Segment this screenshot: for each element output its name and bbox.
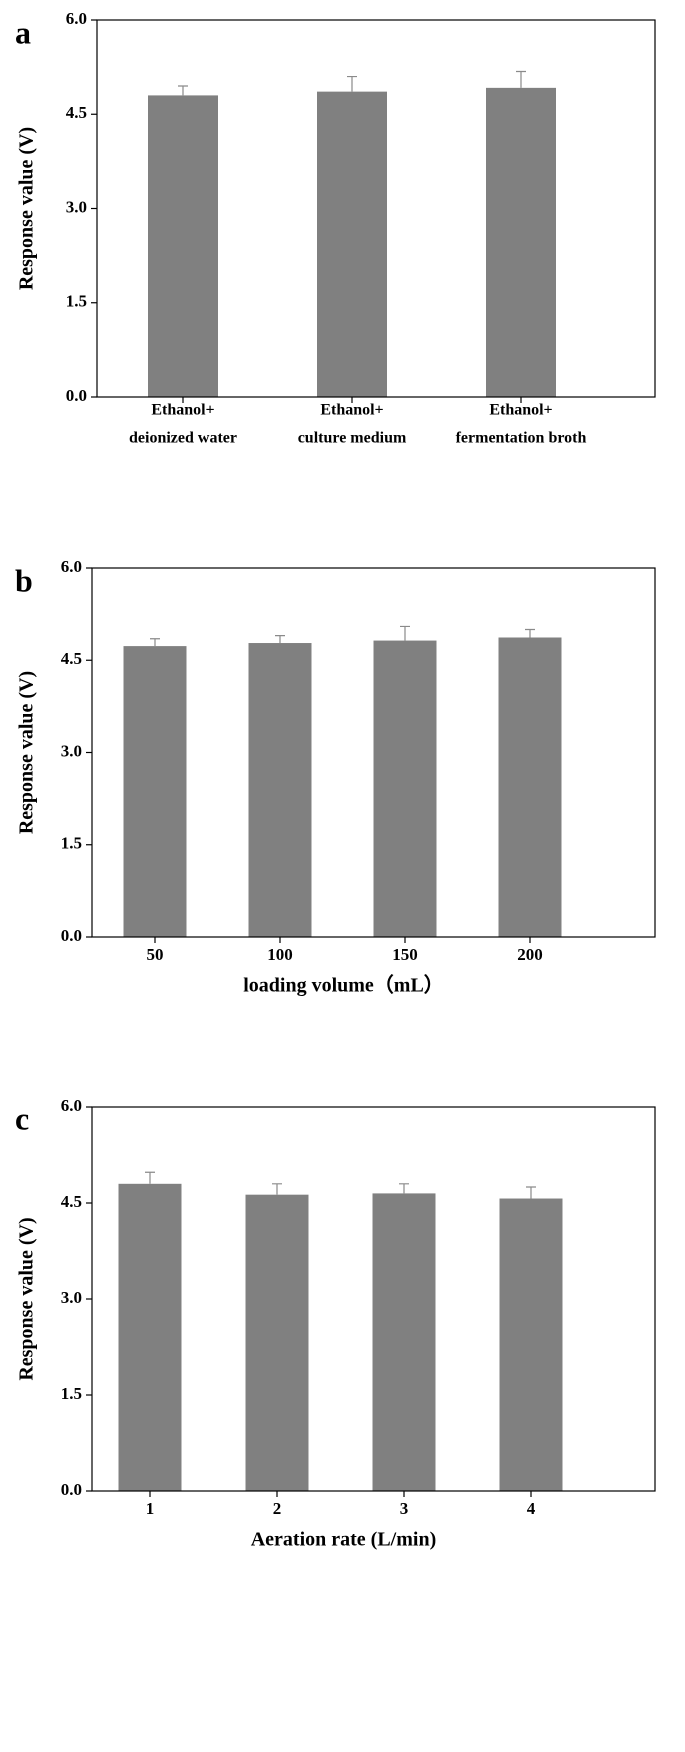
bar xyxy=(373,640,437,937)
panel-label: b xyxy=(15,562,33,598)
x-tick-label: Ethanol+ xyxy=(151,402,214,419)
bar xyxy=(499,1198,563,1491)
bar xyxy=(498,637,562,937)
plot-frame xyxy=(91,567,656,938)
y-tick-label: 4.5 xyxy=(61,1192,82,1211)
x-tick-label: culture medium xyxy=(298,430,407,447)
panel-label: c xyxy=(15,1100,29,1136)
x-tick-label: 50 xyxy=(147,945,164,964)
y-tick-label: 1.5 xyxy=(66,292,87,311)
y-tick-label: 4.5 xyxy=(66,103,87,122)
x-tick-label: fermentation broth xyxy=(456,430,587,447)
x-axis-label: loading volume（mL） xyxy=(243,974,444,997)
x-axis-label: Aeration rate (L/min) xyxy=(251,1529,437,1551)
x-tick-label: 2 xyxy=(273,1499,282,1518)
error-bar xyxy=(347,75,357,92)
error-bar xyxy=(272,1183,282,1195)
bar xyxy=(248,643,312,937)
y-axis-label: Response value (V) xyxy=(16,127,38,290)
bar xyxy=(118,1183,182,1491)
error-bar xyxy=(275,635,285,644)
x-tick-label: 4 xyxy=(527,1499,536,1518)
y-tick-label: 1.5 xyxy=(61,1384,82,1403)
y-tick-label: 1.5 xyxy=(61,834,82,853)
y-tick-label: 3.0 xyxy=(61,741,82,760)
error-bar xyxy=(145,1171,155,1184)
x-tick-label: 1 xyxy=(146,1499,155,1518)
error-bar xyxy=(150,638,160,647)
error-bar xyxy=(399,1183,409,1194)
x-tick-label: 3 xyxy=(400,1499,409,1518)
y-tick-label: 3.0 xyxy=(66,197,87,216)
x-tick-label: 150 xyxy=(392,945,418,964)
error-bar xyxy=(178,85,188,96)
x-tick-label: deionized water xyxy=(129,430,237,447)
error-bar xyxy=(400,625,410,641)
y-axis-label: Response value (V) xyxy=(16,671,38,834)
bar xyxy=(372,1193,436,1491)
y-axis-label: Response value (V) xyxy=(16,1217,38,1380)
y-tick-label: 0.0 xyxy=(61,926,82,945)
y-tick-label: 0.0 xyxy=(66,386,87,405)
panel-label: a xyxy=(15,14,31,50)
x-tick-label: 100 xyxy=(267,945,293,964)
bar xyxy=(317,91,387,397)
bar xyxy=(123,646,187,937)
error-bar xyxy=(526,1186,536,1199)
error-bar xyxy=(525,628,535,638)
y-tick-label: 4.5 xyxy=(61,649,82,668)
y-tick-label: 6.0 xyxy=(61,557,82,576)
plot-frame xyxy=(96,19,656,398)
plot-frame xyxy=(91,1106,656,1492)
x-tick-label: Ethanol+ xyxy=(489,402,552,419)
bar xyxy=(245,1194,309,1491)
bar xyxy=(148,95,218,398)
y-tick-label: 6.0 xyxy=(66,9,87,28)
x-tick-label: Ethanol+ xyxy=(320,402,383,419)
y-tick-label: 3.0 xyxy=(61,1288,82,1307)
error-bar xyxy=(516,70,526,88)
x-tick-label: 200 xyxy=(517,945,543,964)
y-tick-label: 6.0 xyxy=(61,1096,82,1115)
bar xyxy=(486,87,556,398)
y-tick-label: 0.0 xyxy=(61,1480,82,1499)
